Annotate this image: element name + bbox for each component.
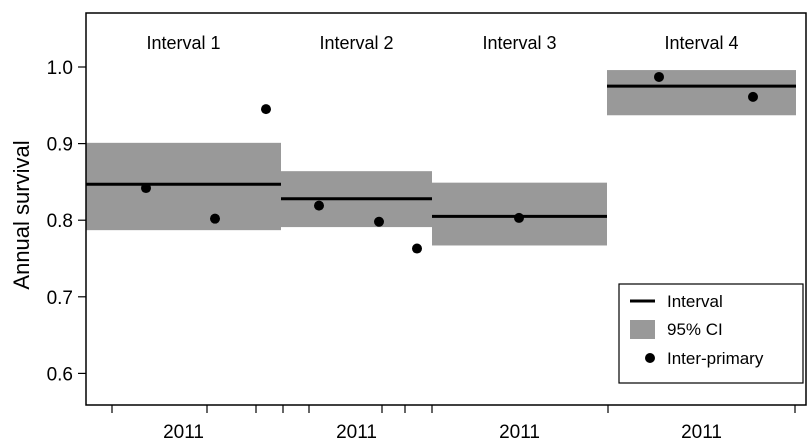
y-tick-label: 0.8 xyxy=(47,211,73,232)
ci-box-1 xyxy=(86,142,281,231)
plot-frame xyxy=(85,12,807,406)
inter-primary-point xyxy=(261,104,271,115)
plot-area: Interval 1 Interval 2 Interval 3 Interval 4 xyxy=(86,33,796,254)
legend-label-ci: 95% CI xyxy=(667,320,723,339)
inter-primary-point xyxy=(374,216,384,227)
y-axis-title: Annual survival xyxy=(9,140,34,289)
inter-primary-points xyxy=(141,71,758,254)
interval-label-4: Interval 4 xyxy=(664,33,738,53)
x-tick-label-3: 2011 xyxy=(499,422,540,441)
interval-labels: Interval 1 Interval 2 Interval 3 Interval 4 xyxy=(146,33,738,53)
x-tick-label-1: 2011 xyxy=(163,422,204,441)
inter-primary-point xyxy=(210,213,220,224)
y-tick-label: 0.9 xyxy=(47,135,73,156)
legend: Interval 95% CI Inter-primary xyxy=(618,283,804,384)
y-tick-label: 0.7 xyxy=(47,288,73,309)
ci-boxes xyxy=(86,70,796,246)
x-tick-label-4: 2011 xyxy=(681,422,722,441)
legend-label-interval: Interval xyxy=(667,292,723,311)
inter-primary-point xyxy=(514,212,524,223)
legend-dot-symbol xyxy=(645,353,655,363)
interval-label-2: Interval 2 xyxy=(319,33,393,53)
legend-label-inter-primary: Inter-primary xyxy=(667,349,764,368)
legend-box-symbol xyxy=(630,320,655,339)
y-tick-label: 1.0 xyxy=(47,58,73,79)
inter-primary-point xyxy=(748,91,758,102)
y-axis: 0.6 0.7 0.8 0.9 1.0 xyxy=(47,58,86,385)
ci-box-4 xyxy=(607,70,796,116)
inter-primary-point xyxy=(412,243,422,254)
inter-primary-point xyxy=(314,200,324,211)
interval-label-1: Interval 1 xyxy=(146,33,220,53)
inter-primary-point xyxy=(654,71,664,82)
y-tick-label: 0.6 xyxy=(47,364,73,385)
x-axis: 2011 2011 2011 2011 xyxy=(111,405,796,441)
interval-label-3: Interval 3 xyxy=(482,33,556,53)
x-tick-label-2: 2011 xyxy=(336,422,377,441)
inter-primary-point xyxy=(141,183,151,194)
